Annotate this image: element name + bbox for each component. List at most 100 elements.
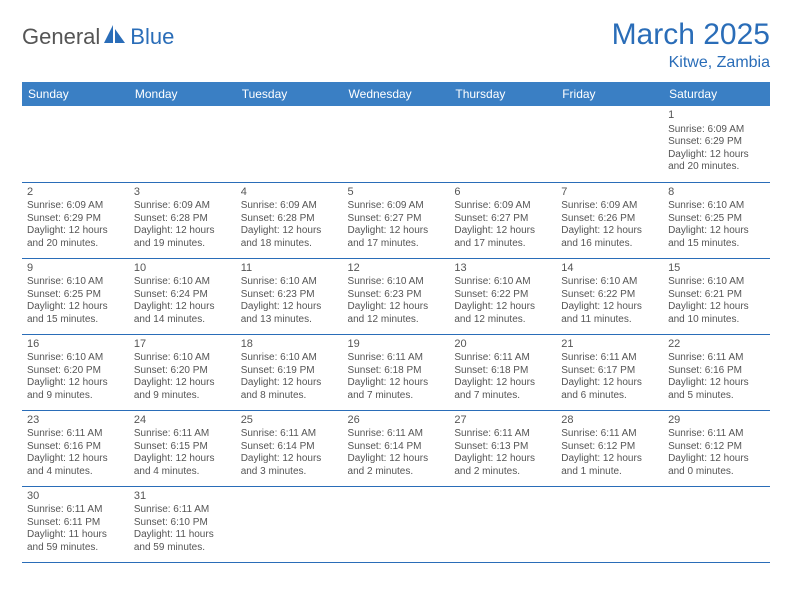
sunrise-text: Sunrise: 6:09 AM [241,200,338,213]
day-number: 29 [668,414,765,428]
calendar-cell [449,106,556,182]
d2-text: and 2 minutes. [348,466,445,479]
calendar-cell [449,486,556,562]
d2-text: and 13 minutes. [241,314,338,327]
sunset-text: Sunset: 6:20 PM [134,365,231,378]
sunset-text: Sunset: 6:26 PM [561,213,658,226]
sunrise-text: Sunrise: 6:09 AM [134,200,231,213]
calendar-cell [556,486,663,562]
sunset-text: Sunset: 6:16 PM [668,365,765,378]
calendar-cell: 11Sunrise: 6:10 AMSunset: 6:23 PMDayligh… [236,258,343,334]
day-number: 26 [348,414,445,428]
sunrise-text: Sunrise: 6:11 AM [668,428,765,441]
logo-text-blue: Blue [130,24,174,50]
calendar-row: 16Sunrise: 6:10 AMSunset: 6:20 PMDayligh… [22,334,770,410]
sunset-text: Sunset: 6:20 PM [27,365,124,378]
calendar-cell: 30Sunrise: 6:11 AMSunset: 6:11 PMDayligh… [22,486,129,562]
calendar-cell: 2Sunrise: 6:09 AMSunset: 6:29 PMDaylight… [22,182,129,258]
d1-text: Daylight: 12 hours [27,453,124,466]
d1-text: Daylight: 12 hours [348,225,445,238]
sunset-text: Sunset: 6:14 PM [348,441,445,454]
calendar-row: 23Sunrise: 6:11 AMSunset: 6:16 PMDayligh… [22,410,770,486]
calendar-row: 30Sunrise: 6:11 AMSunset: 6:11 PMDayligh… [22,486,770,562]
day-header: Thursday [449,82,556,106]
d2-text: and 6 minutes. [561,390,658,403]
day-number: 28 [561,414,658,428]
calendar-cell: 20Sunrise: 6:11 AMSunset: 6:18 PMDayligh… [449,334,556,410]
calendar-cell: 5Sunrise: 6:09 AMSunset: 6:27 PMDaylight… [343,182,450,258]
d1-text: Daylight: 12 hours [561,225,658,238]
d2-text: and 9 minutes. [134,390,231,403]
d1-text: Daylight: 12 hours [454,453,551,466]
sunset-text: Sunset: 6:27 PM [454,213,551,226]
d1-text: Daylight: 12 hours [561,453,658,466]
sunset-text: Sunset: 6:25 PM [27,289,124,302]
calendar-cell: 25Sunrise: 6:11 AMSunset: 6:14 PMDayligh… [236,410,343,486]
d1-text: Daylight: 12 hours [668,377,765,390]
calendar-cell: 21Sunrise: 6:11 AMSunset: 6:17 PMDayligh… [556,334,663,410]
sunset-text: Sunset: 6:22 PM [561,289,658,302]
calendar-cell: 19Sunrise: 6:11 AMSunset: 6:18 PMDayligh… [343,334,450,410]
sunset-text: Sunset: 6:16 PM [27,441,124,454]
sunset-text: Sunset: 6:23 PM [348,289,445,302]
day-number: 6 [454,186,551,200]
sunset-text: Sunset: 6:22 PM [454,289,551,302]
calendar-cell: 17Sunrise: 6:10 AMSunset: 6:20 PMDayligh… [129,334,236,410]
d2-text: and 16 minutes. [561,238,658,251]
calendar-cell: 4Sunrise: 6:09 AMSunset: 6:28 PMDaylight… [236,182,343,258]
day-number: 12 [348,262,445,276]
sunrise-text: Sunrise: 6:11 AM [561,352,658,365]
calendar-cell [343,106,450,182]
calendar-cell: 14Sunrise: 6:10 AMSunset: 6:22 PMDayligh… [556,258,663,334]
sunrise-text: Sunrise: 6:11 AM [348,352,445,365]
d1-text: Daylight: 12 hours [241,453,338,466]
calendar-cell: 24Sunrise: 6:11 AMSunset: 6:15 PMDayligh… [129,410,236,486]
d2-text: and 8 minutes. [241,390,338,403]
sunrise-text: Sunrise: 6:10 AM [134,352,231,365]
d1-text: Daylight: 12 hours [134,377,231,390]
calendar-cell: 9Sunrise: 6:10 AMSunset: 6:25 PMDaylight… [22,258,129,334]
sunrise-text: Sunrise: 6:11 AM [454,428,551,441]
day-number: 24 [134,414,231,428]
d1-text: Daylight: 12 hours [241,377,338,390]
d2-text: and 9 minutes. [27,390,124,403]
calendar-cell: 18Sunrise: 6:10 AMSunset: 6:19 PMDayligh… [236,334,343,410]
sunrise-text: Sunrise: 6:10 AM [27,352,124,365]
day-header: Wednesday [343,82,450,106]
sunrise-text: Sunrise: 6:11 AM [668,352,765,365]
sail-icon [104,25,126,50]
calendar-cell: 8Sunrise: 6:10 AMSunset: 6:25 PMDaylight… [663,182,770,258]
d2-text: and 20 minutes. [27,238,124,251]
d2-text: and 7 minutes. [348,390,445,403]
day-number: 30 [27,490,124,504]
sunset-text: Sunset: 6:29 PM [668,136,765,149]
day-number: 11 [241,262,338,276]
calendar-cell: 7Sunrise: 6:09 AMSunset: 6:26 PMDaylight… [556,182,663,258]
calendar-cell [663,486,770,562]
calendar-row: 9Sunrise: 6:10 AMSunset: 6:25 PMDaylight… [22,258,770,334]
day-number: 25 [241,414,338,428]
logo: General Blue [22,24,174,50]
day-number: 18 [241,338,338,352]
day-number: 21 [561,338,658,352]
d1-text: Daylight: 12 hours [27,301,124,314]
day-number: 27 [454,414,551,428]
sunrise-text: Sunrise: 6:09 AM [454,200,551,213]
calendar-cell: 3Sunrise: 6:09 AMSunset: 6:28 PMDaylight… [129,182,236,258]
d2-text: and 1 minute. [561,466,658,479]
day-number: 23 [27,414,124,428]
d2-text: and 4 minutes. [134,466,231,479]
calendar-cell: 27Sunrise: 6:11 AMSunset: 6:13 PMDayligh… [449,410,556,486]
calendar-cell: 6Sunrise: 6:09 AMSunset: 6:27 PMDaylight… [449,182,556,258]
sunrise-text: Sunrise: 6:11 AM [241,428,338,441]
day-number: 10 [134,262,231,276]
calendar-cell: 28Sunrise: 6:11 AMSunset: 6:12 PMDayligh… [556,410,663,486]
logo-text-general: General [22,24,100,50]
sunrise-text: Sunrise: 6:10 AM [668,200,765,213]
d1-text: Daylight: 12 hours [134,453,231,466]
calendar-cell [236,486,343,562]
d1-text: Daylight: 11 hours [27,529,124,542]
calendar-cell: 26Sunrise: 6:11 AMSunset: 6:14 PMDayligh… [343,410,450,486]
sunrise-text: Sunrise: 6:10 AM [561,276,658,289]
day-header: Tuesday [236,82,343,106]
